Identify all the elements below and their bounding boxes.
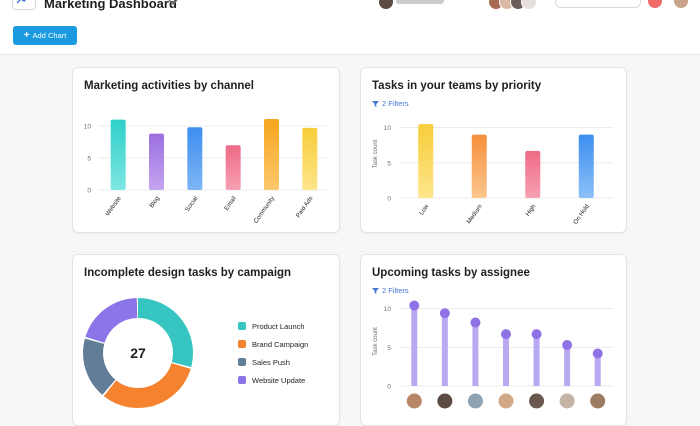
y-axis-label: Task count: [373, 139, 379, 168]
user-avatar[interactable]: [674, 0, 688, 8]
y-tick-label: 5: [387, 345, 391, 352]
bar: [302, 127, 318, 190]
x-tick-label: Medium: [466, 203, 484, 225]
legend-swatch: [238, 322, 246, 330]
bar: [110, 119, 126, 190]
legend-item: Website Update: [238, 375, 305, 385]
y-tick-label: 5: [387, 160, 391, 167]
bar: [411, 305, 418, 386]
x-tick-label: Email: [223, 195, 238, 212]
avatar: [378, 0, 394, 10]
bar: [578, 134, 594, 198]
bar-cap: [562, 339, 573, 350]
bar-cap: [592, 348, 603, 359]
bar: [187, 127, 203, 190]
bar: [525, 150, 541, 198]
bar: [225, 145, 241, 190]
page-title: Marketing Dashboard: [44, 0, 177, 11]
x-tick-label: Community: [252, 194, 276, 224]
y-tick-label: 10: [84, 124, 92, 131]
add-chart-button[interactable]: + Add Chart: [13, 26, 77, 45]
chevron-down-icon[interactable]: [167, 0, 179, 7]
priority-chart-card[interactable]: Tasks in your teams by priority 2 Filter…: [360, 67, 627, 233]
x-tick-label: Blog: [148, 195, 161, 210]
bar-cap: [409, 300, 420, 311]
card-title: Incomplete design tasks by campaign: [84, 267, 292, 279]
bar: [418, 124, 434, 198]
owner-name-placeholder: [396, 0, 444, 4]
bar: [472, 322, 479, 386]
bar: [533, 334, 540, 386]
legend-swatch: [238, 340, 246, 348]
assignee-avatar: [528, 392, 546, 410]
assignee-avatar: [497, 392, 515, 410]
bar-cap: [439, 308, 450, 319]
y-tick-label: 0: [387, 384, 391, 391]
x-tick-label: On Hold: [572, 203, 591, 226]
priority-bar-chart: 0 5 10 Task count Low Medium High On Hold: [373, 124, 613, 226]
x-tick-label: High: [524, 203, 537, 218]
donut-slice: [83, 298, 193, 408]
assignee-chart-card[interactable]: Upcoming tasks by assignee 2 Filters 0 5 1…: [360, 254, 627, 426]
legend-item: Sales Push: [238, 357, 290, 367]
donut-total: 27: [130, 345, 146, 361]
x-tick-label: Social: [184, 195, 199, 213]
y-axis-label: Task count: [373, 327, 379, 356]
assignee-avatar: [466, 392, 484, 410]
assignee-avatar: [589, 392, 607, 410]
bar: [471, 134, 487, 198]
filter-label: 2 Filters: [382, 286, 409, 295]
top-bar: Marketing Dashboard: [0, 0, 700, 55]
bar: [564, 344, 571, 386]
legend-label: Sales Push: [252, 357, 290, 367]
y-tick-label: 5: [87, 156, 91, 163]
filter-button[interactable]: 2 Filters: [372, 286, 409, 295]
bar: [441, 313, 448, 386]
card-title: Tasks in your teams by priority: [372, 80, 542, 92]
bar: [594, 353, 601, 386]
bar: [149, 133, 164, 190]
dashboard-app-icon[interactable]: [12, 0, 36, 10]
assignee-lollipop-chart: 0 5 10 Task count: [373, 300, 613, 410]
y-tick-label: 0: [387, 196, 391, 203]
legend-swatch: [238, 376, 246, 384]
channel-bar-chart: 0 5 10 Website Blog Social Email Community Paid …: [84, 118, 329, 225]
legend-item: Product Launch: [238, 321, 305, 331]
legend-swatch: [238, 358, 246, 366]
y-tick-label: 10: [384, 125, 392, 132]
card-title: Marketing activities by channel: [84, 80, 255, 92]
x-tick-label: Low: [418, 203, 431, 217]
x-tick-label: Website: [104, 195, 123, 218]
legend-label: Product Launch: [252, 321, 305, 331]
y-tick-label: 0: [87, 188, 91, 195]
legend-label: Brand Campaign: [252, 339, 309, 349]
assignee-avatar: [558, 392, 576, 410]
bar: [264, 118, 279, 190]
donut-slice: [83, 298, 193, 408]
assignee-avatar: [405, 392, 423, 410]
plus-icon: +: [23, 29, 30, 41]
channel-chart-card[interactable]: Marketing activities by channel 0 5 10 Webs…: [72, 67, 340, 233]
legend-label: Website Update: [252, 375, 306, 385]
y-tick-label: 10: [384, 306, 392, 313]
add-chart-label: Add Chart: [32, 31, 67, 40]
share-button[interactable]: [555, 0, 641, 8]
donut-slice: [83, 298, 193, 408]
filter-icon: [372, 287, 379, 294]
bar-cap: [531, 329, 542, 340]
filter-label: 2 Filters: [382, 99, 409, 108]
campaign-donut-chart: 27: [83, 298, 193, 408]
assignee-avatar: [436, 392, 454, 410]
campaign-chart-card[interactable]: Incomplete design tasks by campaign 27 P…: [72, 254, 340, 426]
notification-avatar[interactable]: [648, 0, 662, 8]
bar: [503, 334, 509, 386]
avatar: [521, 0, 537, 10]
card-title: Upcoming tasks by assignee: [372, 267, 530, 279]
bar-cap: [470, 317, 481, 328]
filter-icon: [372, 100, 379, 107]
x-tick-label: Paid Ads: [295, 195, 315, 219]
legend-item: Brand Campaign: [238, 339, 308, 349]
bar-cap: [501, 329, 511, 340]
filter-button[interactable]: 2 Filters: [372, 99, 409, 108]
